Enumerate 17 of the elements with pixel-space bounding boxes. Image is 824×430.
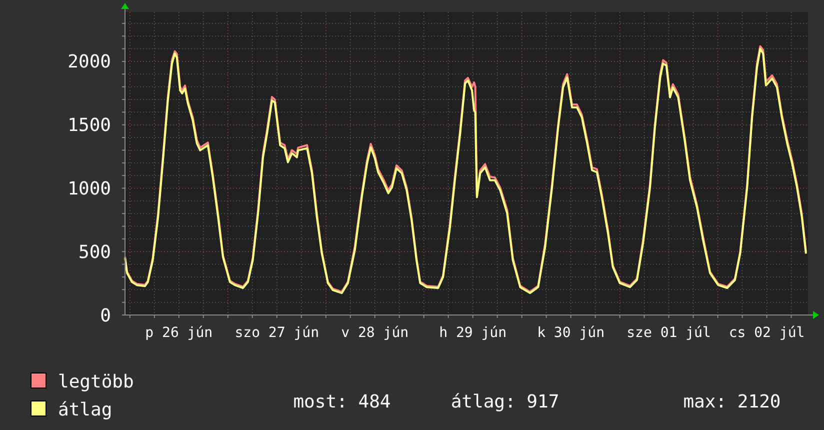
y-tick-label: 0: [100, 305, 111, 326]
text: max: 2120: [683, 391, 781, 412]
x-tick-label: k 30 jún: [537, 325, 605, 341]
x-tick-label: p 26 jún: [145, 325, 213, 341]
legend-label: legtöbb: [58, 371, 134, 392]
y-tick-label: 2000: [68, 52, 111, 73]
x-tick-label: h 29 jún: [439, 325, 507, 341]
y-tick-label: 500: [78, 242, 111, 263]
x-tick-label: sze 01 júl: [626, 325, 711, 341]
y-tick-label: 1500: [68, 115, 111, 136]
x-tick-label: v 28 jún: [341, 325, 409, 341]
text: átlag: 917: [450, 391, 560, 412]
x-tick-label: szo 27 jún: [234, 325, 320, 341]
legend-label: átlag: [58, 399, 112, 420]
x-tick-label: cs 02 júl: [728, 325, 805, 341]
text: most: 484: [293, 391, 391, 412]
y-tick-label: 1000: [68, 178, 111, 200]
